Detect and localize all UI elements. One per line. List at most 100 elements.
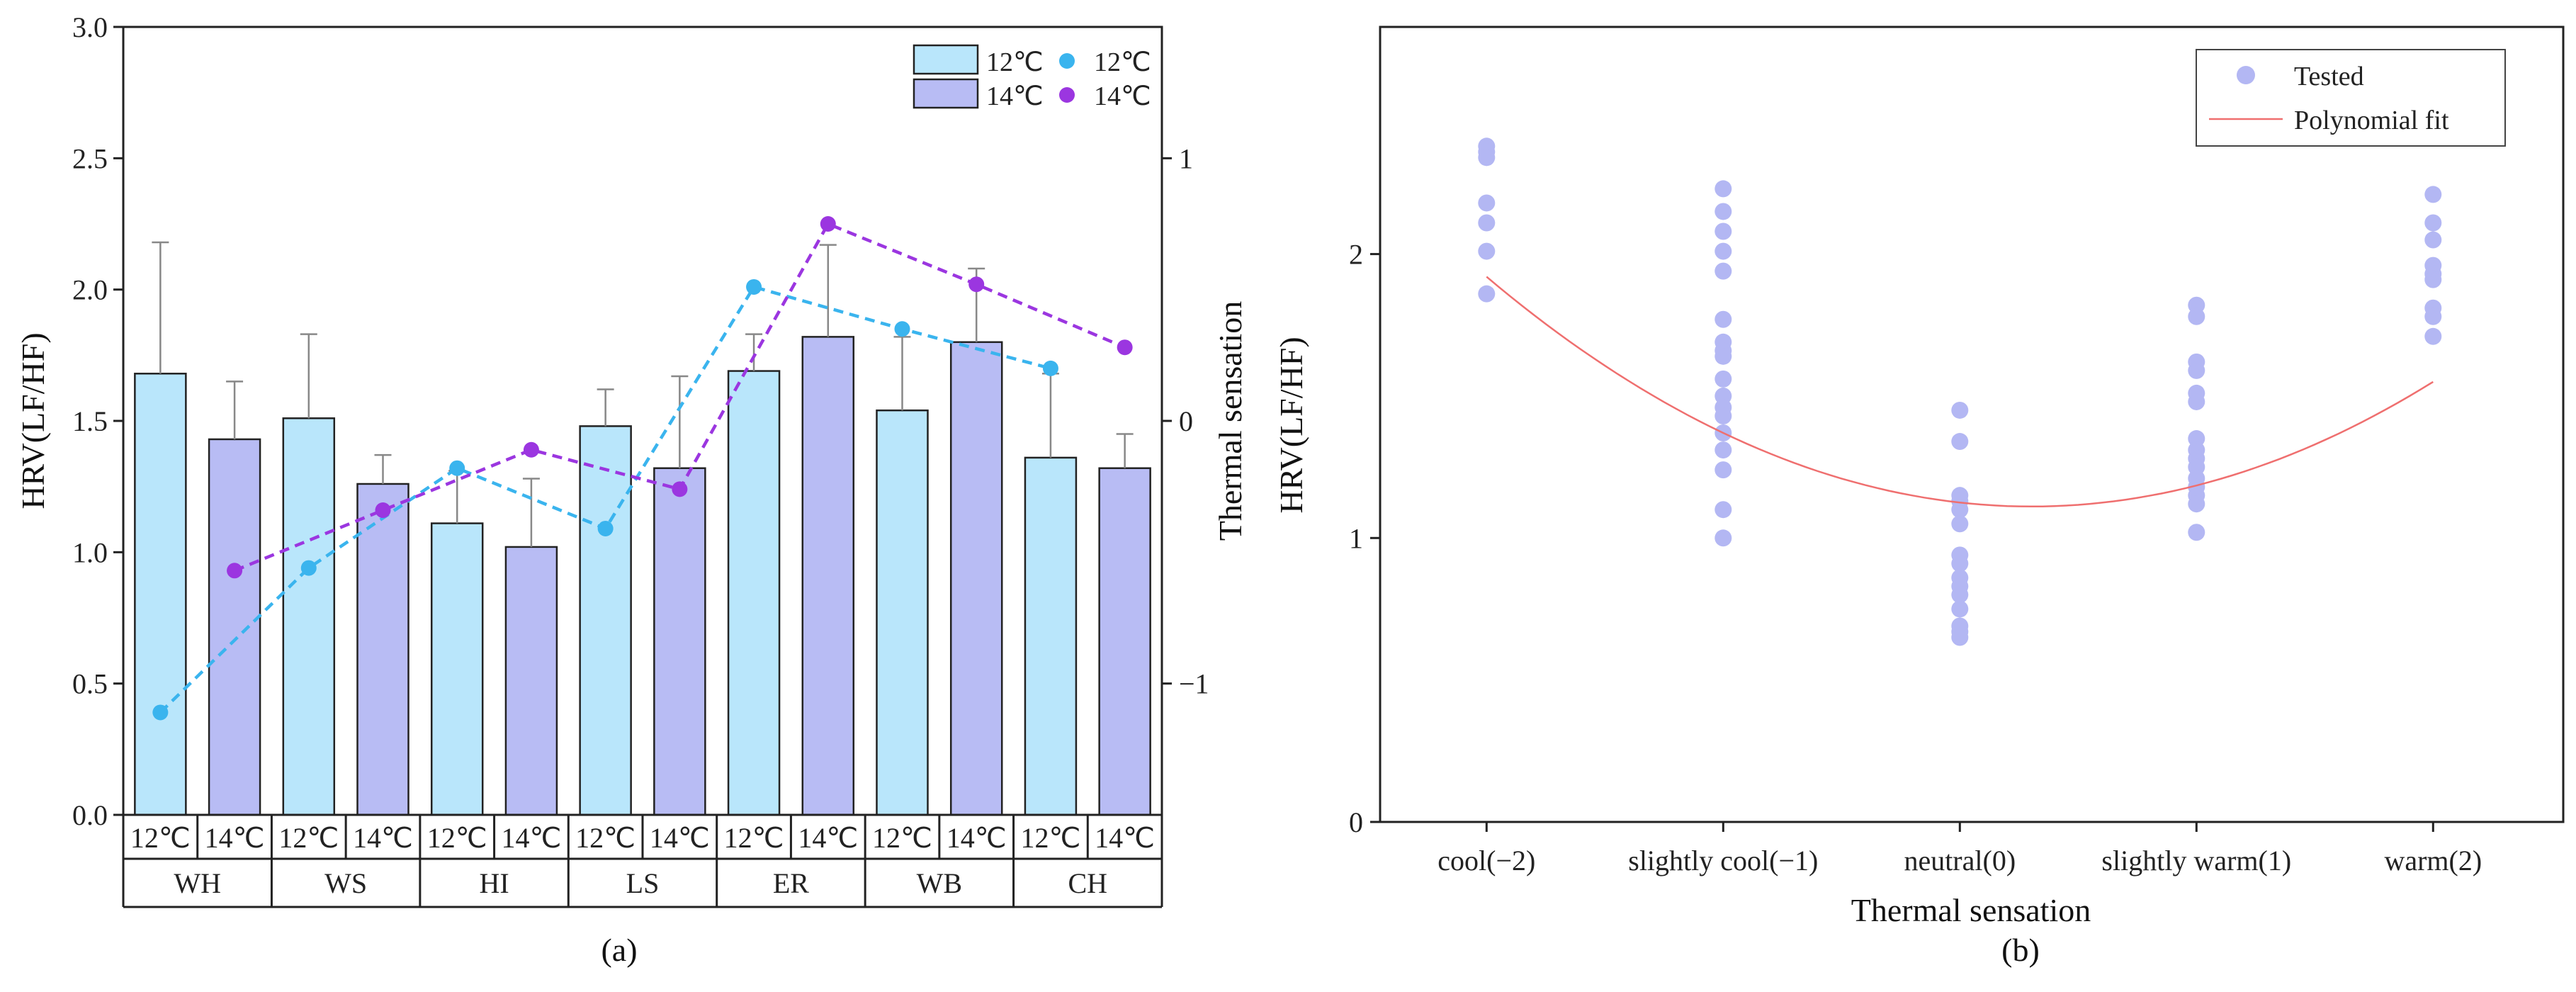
line-point [968, 276, 985, 293]
scatter-point [1478, 242, 1496, 260]
legend-label-bar-14: 14℃ [986, 81, 1044, 111]
y-left-tick-label: 1.0 [72, 536, 108, 568]
line-point [1042, 360, 1058, 376]
x-tick-label: cool(−2) [1437, 845, 1535, 877]
panel-label-a: (a) [601, 932, 637, 968]
bar [208, 438, 261, 816]
scatter-point [2188, 308, 2205, 325]
scatter-point [1714, 262, 1732, 280]
x-tick-label: neutral(0) [1904, 845, 2016, 877]
legend-a: 12℃ 14℃ 12℃ 14℃ [913, 44, 1151, 111]
scatter-layer [1478, 137, 2442, 646]
legend-swatch-bar-12 [913, 44, 979, 75]
y-left-tick-label: 3.0 [72, 11, 108, 43]
scatter-point [2424, 327, 2442, 345]
group-label: WB [917, 867, 962, 899]
legend-marker-line-14 [1059, 87, 1075, 103]
line-point [746, 278, 762, 295]
scatter-point [1951, 600, 1969, 618]
y-tick-label: 1 [1349, 522, 1363, 554]
scatter-point [1951, 515, 1969, 533]
line-point [523, 441, 539, 458]
bar [876, 409, 929, 816]
x-category-table: 12℃ 14℃ WH 12℃ 14℃ WS 12℃ 14℃ HI 12℃ 14℃ LS 12℃ 14℃ ER… [122, 815, 1163, 908]
scatter-point [2188, 524, 2205, 541]
y-axis-right-label: Thermal sensation [1212, 301, 1248, 541]
legend-label-bar-12: 12℃ [986, 47, 1044, 77]
line-point [1117, 339, 1133, 356]
y-axis-label-b: HRV(LF/HF) [1273, 337, 1309, 513]
scatter-point [1714, 180, 1732, 198]
bar [1098, 467, 1151, 816]
scatter-point [1714, 441, 1732, 459]
bar [356, 483, 409, 816]
group-label: WH [174, 867, 221, 899]
x-axis-b: cool(−2) slightly cool(−1) neutral(0) sligh… [1437, 822, 2482, 877]
y-axis-right: −1 0 1 [1162, 142, 1209, 700]
y-right-tick-label: −1 [1179, 668, 1209, 700]
scatter-point [1714, 461, 1732, 479]
y-left-tick-label: 0.5 [72, 668, 108, 700]
scatter-point [1951, 433, 1969, 451]
sub-category-label: 14℃ [353, 822, 413, 854]
legend-label-tested: Tested [2294, 62, 2364, 91]
line-point [227, 563, 243, 579]
bar [134, 373, 187, 816]
bar [727, 370, 781, 816]
y-left-tick-label: 2.5 [72, 142, 108, 174]
scatter-point [1951, 586, 1969, 604]
sub-category-label: 12℃ [278, 822, 339, 854]
line-point [300, 560, 317, 576]
scatter-point [1714, 222, 1732, 240]
legend-marker-tested [2237, 66, 2255, 84]
group-label: WS [324, 867, 367, 899]
legend-swatch-bar-14 [913, 78, 979, 109]
line-point [597, 520, 614, 536]
line-point [672, 481, 688, 497]
scatter-point [2424, 214, 2442, 232]
scatter-point [1951, 401, 1969, 419]
legend-label-line-12: 12℃ [1094, 47, 1151, 77]
sub-category-label: 14℃ [205, 822, 265, 854]
legend-label-fit: Polynomial fit [2294, 106, 2449, 135]
scatter-point [1478, 149, 1496, 167]
y-axis-left-label: HRV(LF/HF) [15, 332, 51, 509]
plot-frame-a [122, 26, 1163, 816]
scatter-point [1478, 194, 1496, 212]
scatter-point [1714, 529, 1732, 547]
scatter-point [1951, 501, 1969, 519]
y-tick-label: 0 [1349, 806, 1363, 838]
panel-label-b: (b) [2001, 932, 2040, 968]
group-label: CH [1068, 867, 1107, 899]
group-label: HI [479, 867, 509, 899]
group-label: ER [773, 867, 809, 899]
scatter-point [2188, 393, 2205, 410]
y-left-tick-label: 1.5 [72, 405, 108, 437]
legend-box-b [2196, 49, 2506, 147]
y-right-tick-label: 0 [1179, 405, 1193, 437]
x-tick-label: slightly cool(−1) [1628, 845, 1818, 877]
y-left-tick-label: 2.0 [72, 274, 108, 306]
scatter-point [1478, 285, 1496, 303]
line-point [375, 502, 391, 519]
plot-frame-b [1379, 26, 2565, 823]
bar [653, 467, 706, 816]
scatter-point [2424, 186, 2442, 203]
bar [282, 417, 336, 816]
bar [579, 425, 632, 816]
scatter-point [1714, 501, 1732, 519]
scatter-point [1714, 347, 1732, 365]
sub-category-label: 14℃ [798, 822, 858, 854]
bar [801, 336, 855, 816]
chart-b: 0 1 2 cool(−2) slightly cool(−1) neutral(0) s… [1273, 26, 2565, 968]
x-axis-label-b: Thermal sensation [1851, 892, 2091, 928]
sub-category-label: 14℃ [947, 822, 1007, 854]
scatter-point [1714, 407, 1732, 424]
bar-layer [134, 336, 1151, 816]
y-left-tick-label: 0.0 [72, 799, 108, 831]
sub-category-label: 12℃ [427, 822, 487, 854]
sub-category-label: 12℃ [872, 822, 932, 854]
x-tick-label: warm(2) [2384, 845, 2482, 877]
scatter-point [2188, 495, 2205, 513]
